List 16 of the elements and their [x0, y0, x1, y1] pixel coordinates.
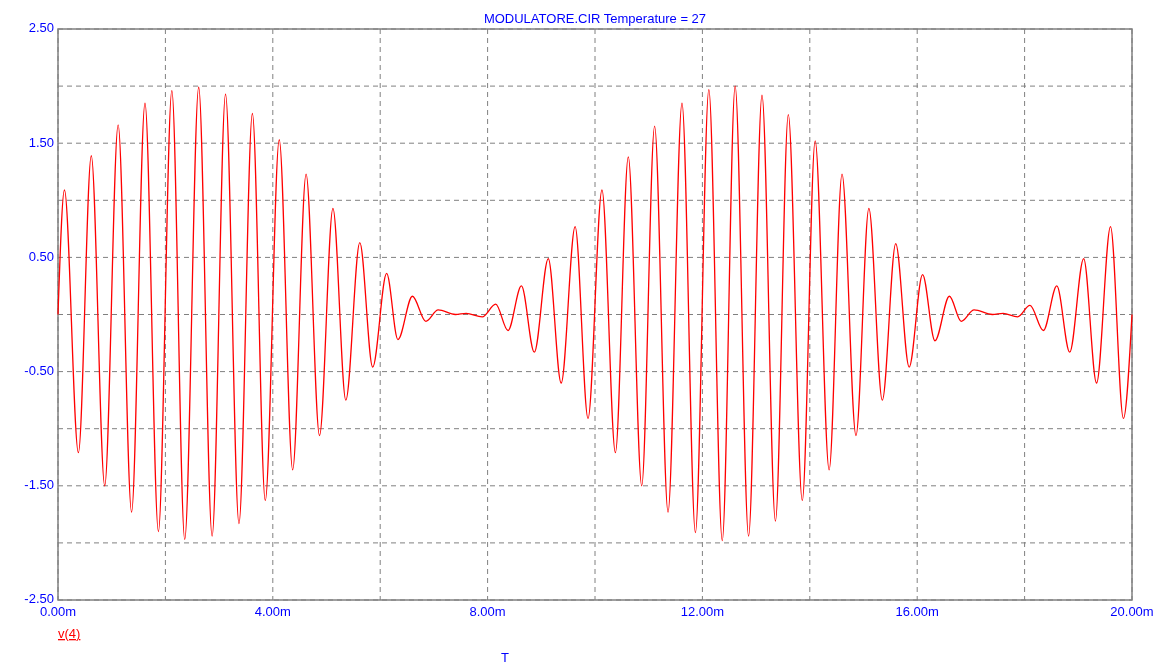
- y-tick-label: 0.50: [28, 248, 54, 264]
- y-tick-label: -1.50: [24, 477, 54, 493]
- x-axis-title: T: [501, 650, 510, 665]
- x-tick-label: 16.00m: [895, 604, 939, 619]
- x-tick-label: 8.00m: [469, 604, 506, 619]
- text: v(4): [58, 626, 81, 641]
- y-tick-label: -2.50: [24, 591, 54, 607]
- y-tick-label: -0.50: [24, 363, 54, 379]
- chart-title: MODULATORE.CIR Temperature = 27: [483, 11, 707, 26]
- x-tick-label: 0.00m: [39, 604, 77, 619]
- x-tick-label: 20.00m: [1110, 604, 1154, 619]
- x-tick-label: 12.00m: [680, 604, 725, 619]
- x-tick-label: 4.00m: [254, 604, 291, 619]
- y-tick-label: 1.50: [28, 134, 54, 150]
- y-tick-label: 2.50: [28, 20, 54, 36]
- line-series: [57, 85, 1133, 542]
